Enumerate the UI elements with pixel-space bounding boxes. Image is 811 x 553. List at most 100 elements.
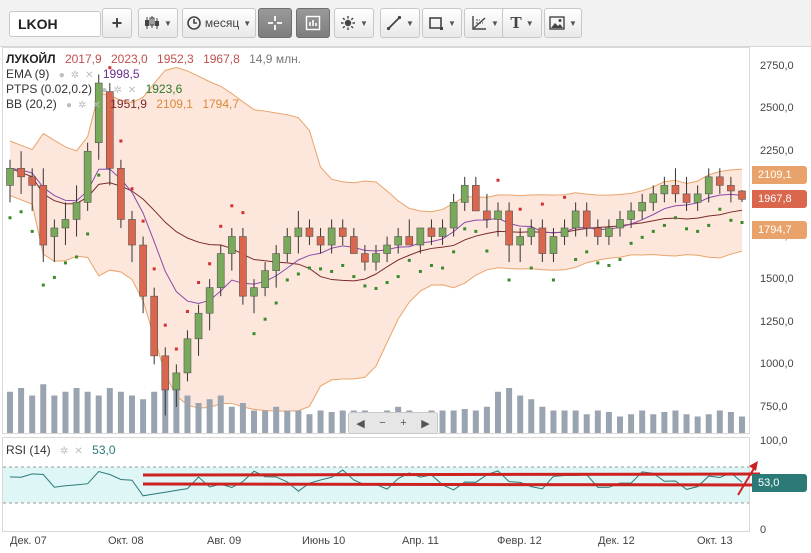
scroll-left-button[interactable]: ◀ [356,417,365,430]
chevron-down-icon: ▼ [243,18,252,28]
fibonacci-tool-dropdown[interactable]: ▼ [464,8,506,38]
candle-up [61,219,70,229]
bollinger-upper-line [9,66,743,213]
chevron-down-icon: ▼ [569,18,577,28]
volume-bar [628,414,635,433]
candle-down [161,355,170,391]
eye-icon[interactable]: ● [66,100,73,111]
sar-dot [651,229,655,233]
candle-down [361,253,369,263]
zoom-in-button[interactable]: + [400,417,407,429]
bb-upper-value: 2109,1 [156,97,193,111]
sar-dot [52,275,56,279]
shape-tool-dropdown[interactable]: ▼ [422,8,462,38]
candle-down [505,210,513,246]
volume-bar [306,414,313,433]
bb-label: BB (20,2) [6,97,57,111]
volume-bar [650,414,657,433]
chart-type-dropdown[interactable]: ▼ [138,8,178,38]
candle-down [239,236,247,297]
chevron-down-icon: ▼ [360,18,368,28]
candle-down [594,227,602,237]
volume-bar [228,406,235,433]
sar-dot [141,219,145,223]
candle-up [394,236,402,246]
volume-bar [694,416,701,433]
volume-bar [683,414,690,433]
gear-icon[interactable]: ✲ [78,100,87,111]
scroll-right-button[interactable]: ▶ [421,417,430,430]
navigation-control[interactable]: ◀ − + ▶ [348,412,438,434]
add-button[interactable]: + [102,8,132,38]
volume-bar [40,384,47,433]
close-icon[interactable]: ✕ [74,446,83,457]
candle-up [605,227,613,237]
eye-icon[interactable]: ● [101,85,108,96]
candle-down [483,210,491,220]
text-tool-dropdown[interactable]: T ▼ [502,8,542,38]
close-icon[interactable]: ✕ [127,85,137,96]
chevron-down-icon: ▼ [448,18,456,28]
sar-dot [252,332,256,336]
line-tool-dropdown[interactable]: ▼ [380,8,420,38]
bb-lower-value: 1794,7 [202,97,240,111]
candle-up [560,227,569,237]
zoom-out-button[interactable]: − [379,417,386,429]
gear-icon[interactable]: ✲ [70,70,80,81]
sar-dot [8,216,12,220]
sar-dot [208,262,212,266]
sar-dot [529,266,533,270]
sar-dot [363,284,367,288]
candle-up [494,210,502,220]
sar-dot [696,229,700,233]
eye-icon[interactable]: ● [58,70,65,81]
period-dropdown[interactable]: месяц ▼ [182,8,256,38]
sar-dot [296,272,300,276]
sar-dot [319,267,323,271]
candle-up [294,227,303,237]
candle-down [305,227,314,237]
bollinger-band-area [10,67,742,412]
sar-dot [119,139,123,143]
candle-down [538,227,547,254]
volume-bar [18,388,25,433]
close-icon[interactable]: ✕ [92,100,101,111]
candle-down [727,185,735,192]
chart-area-button[interactable] [296,8,330,38]
sar-dot [540,202,544,206]
sar-dot [673,216,677,220]
volume-bar [140,399,147,433]
sar-dot [241,211,245,215]
candle-up [83,150,92,203]
sar-dot [563,195,567,199]
time-tick: Окт. 13 [697,535,733,547]
candle-up [627,210,635,220]
ticker-input[interactable] [9,11,101,37]
sar-dot [685,227,689,231]
candle-up [416,227,425,246]
crosshair-button[interactable] [258,8,292,38]
volume-bar [716,410,723,433]
gear-icon[interactable]: ✲ [60,446,69,457]
sar-dot [463,227,467,231]
candle-down [316,236,325,246]
sar-dot [130,187,134,191]
time-tick: Апр. 11 [402,535,439,547]
ticker-name: ЛУКОЙЛ [6,52,56,66]
sar-dot [30,229,34,233]
gear-icon[interactable]: ✲ [113,85,122,96]
close-icon[interactable]: ✕ [85,70,94,81]
candle-down [738,190,746,200]
volume-bar [262,410,269,433]
volume-bar [506,388,513,433]
volume-bar [106,388,113,433]
volume-bar [517,395,524,433]
period-label: месяц [204,16,240,30]
sar-dot [285,278,289,282]
volume-bar [195,403,202,433]
volume-bar [561,410,568,433]
image-export-dropdown[interactable]: ▼ [544,8,582,38]
candle-up [527,227,536,237]
indicators-dropdown[interactable]: ▼ [334,8,374,38]
